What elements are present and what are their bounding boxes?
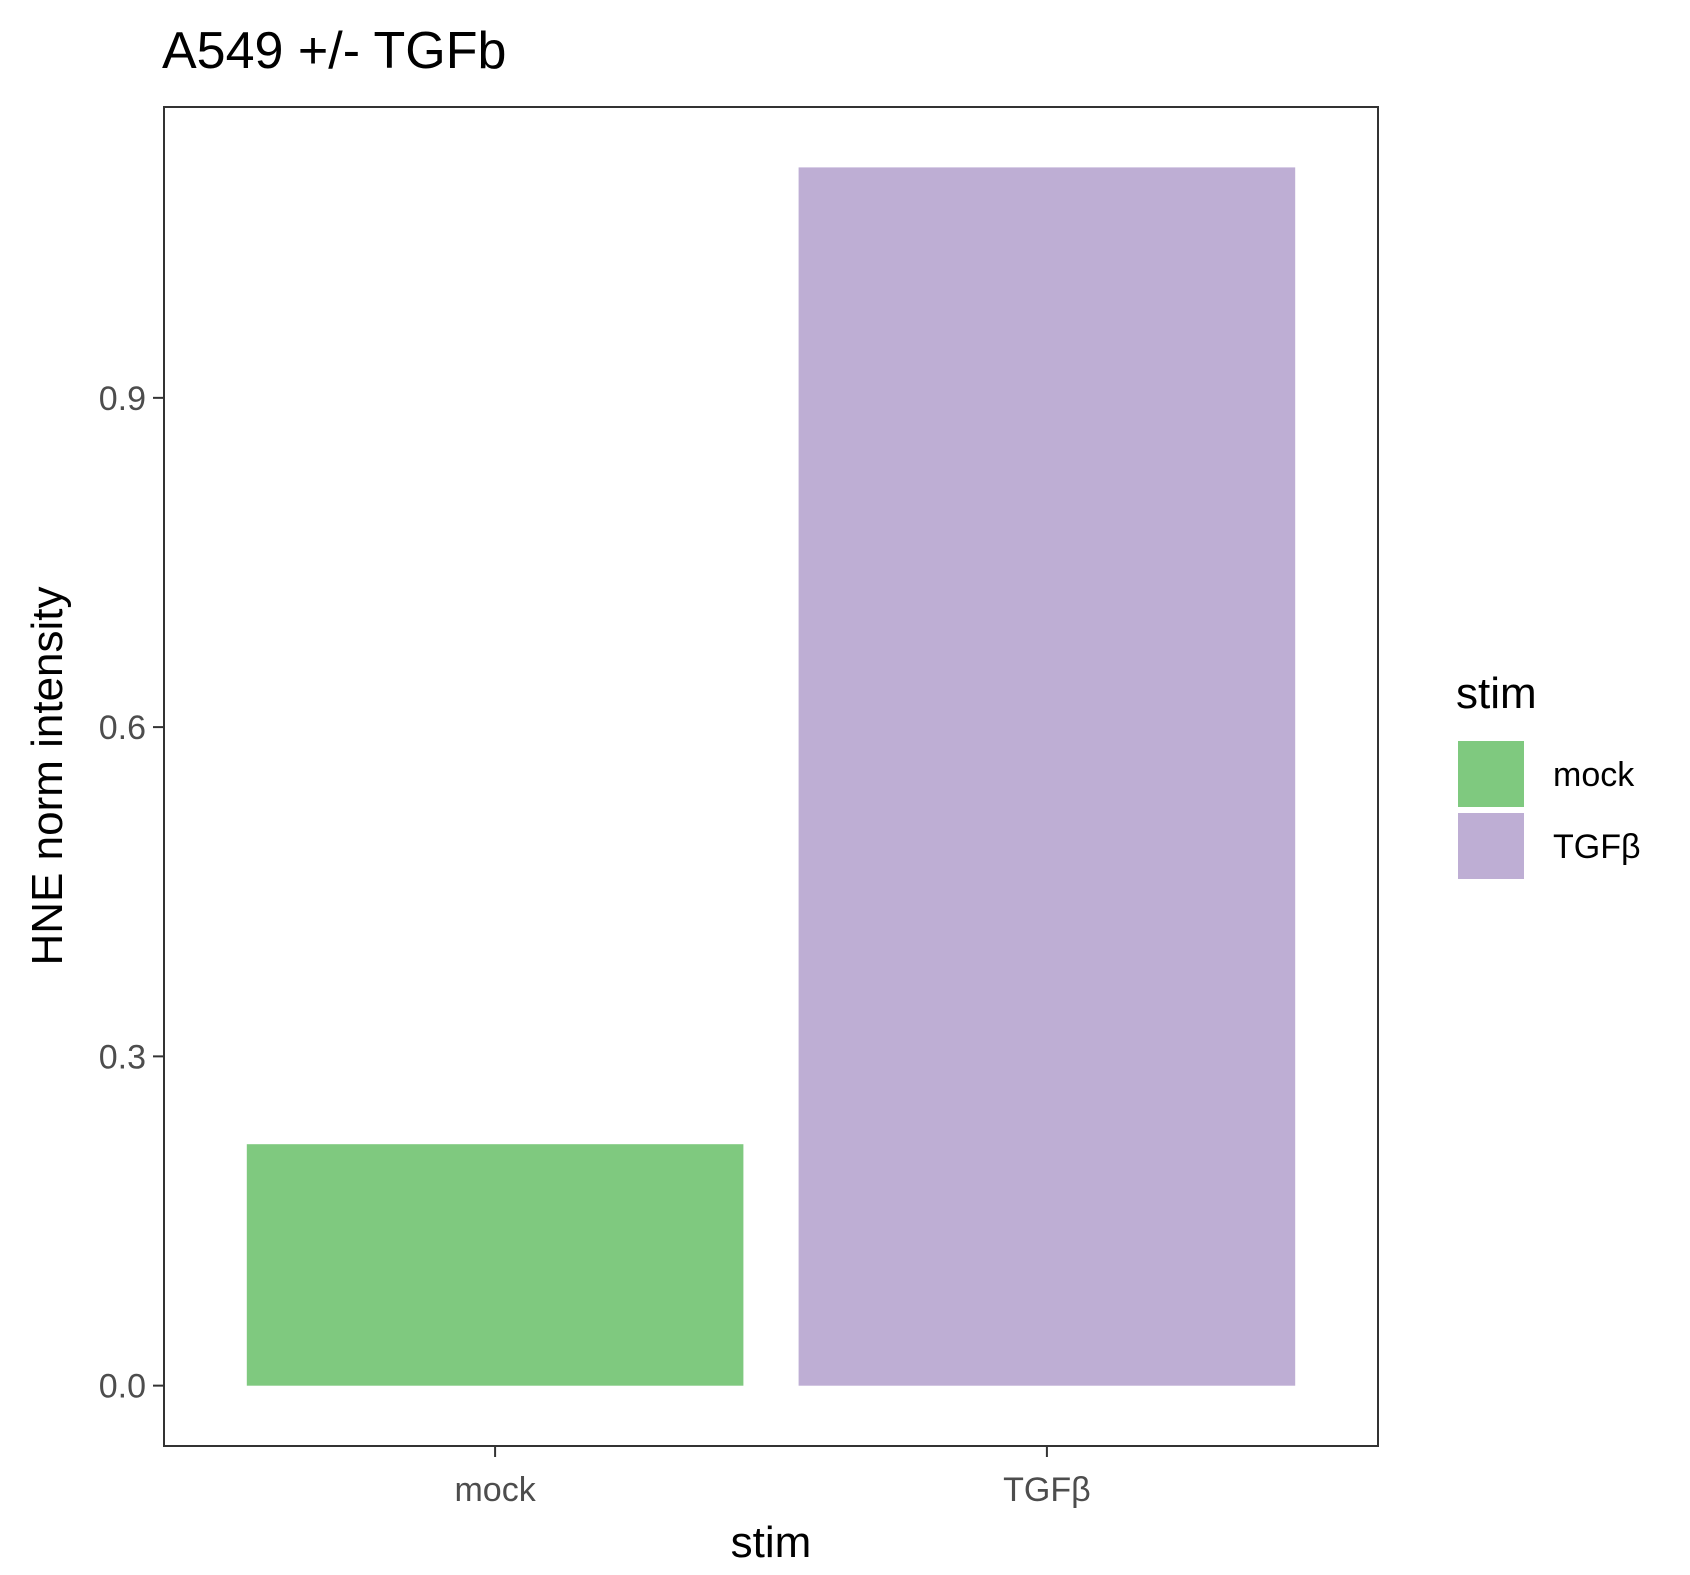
legend-label: TGFβ [1553,828,1641,866]
plot-panel-border [163,106,1379,1447]
legend-items: mock TGFβ [1458,741,1641,879]
bars-layer [246,167,1296,1386]
y-axis: 0.0 0.3 0.6 0.9 [99,380,164,1406]
bar-1 [246,1144,744,1386]
legend-key-2 [1458,813,1524,879]
legend: stim mock TGFβ [1456,669,1641,879]
x-tick-label: mock [454,1471,536,1509]
x-axis-title: stim [731,1518,812,1567]
y-tick-label: 0.6 [99,709,146,747]
legend-label: mock [1553,756,1635,794]
bar-2 [798,167,1296,1386]
y-tick-label: 0.9 [99,380,146,418]
y-tick-label: 0.0 [99,1368,146,1406]
y-tick-label: 0.3 [99,1038,146,1076]
legend-key-1 [1458,741,1524,807]
x-tick-label: TGFβ [1003,1471,1091,1509]
chart-title: A549 +/- TGFb [162,22,506,80]
legend-title: stim [1456,669,1537,718]
y-axis-title: HNE norm intensity [23,586,72,965]
x-axis: mock TGFβ [454,1446,1091,1509]
